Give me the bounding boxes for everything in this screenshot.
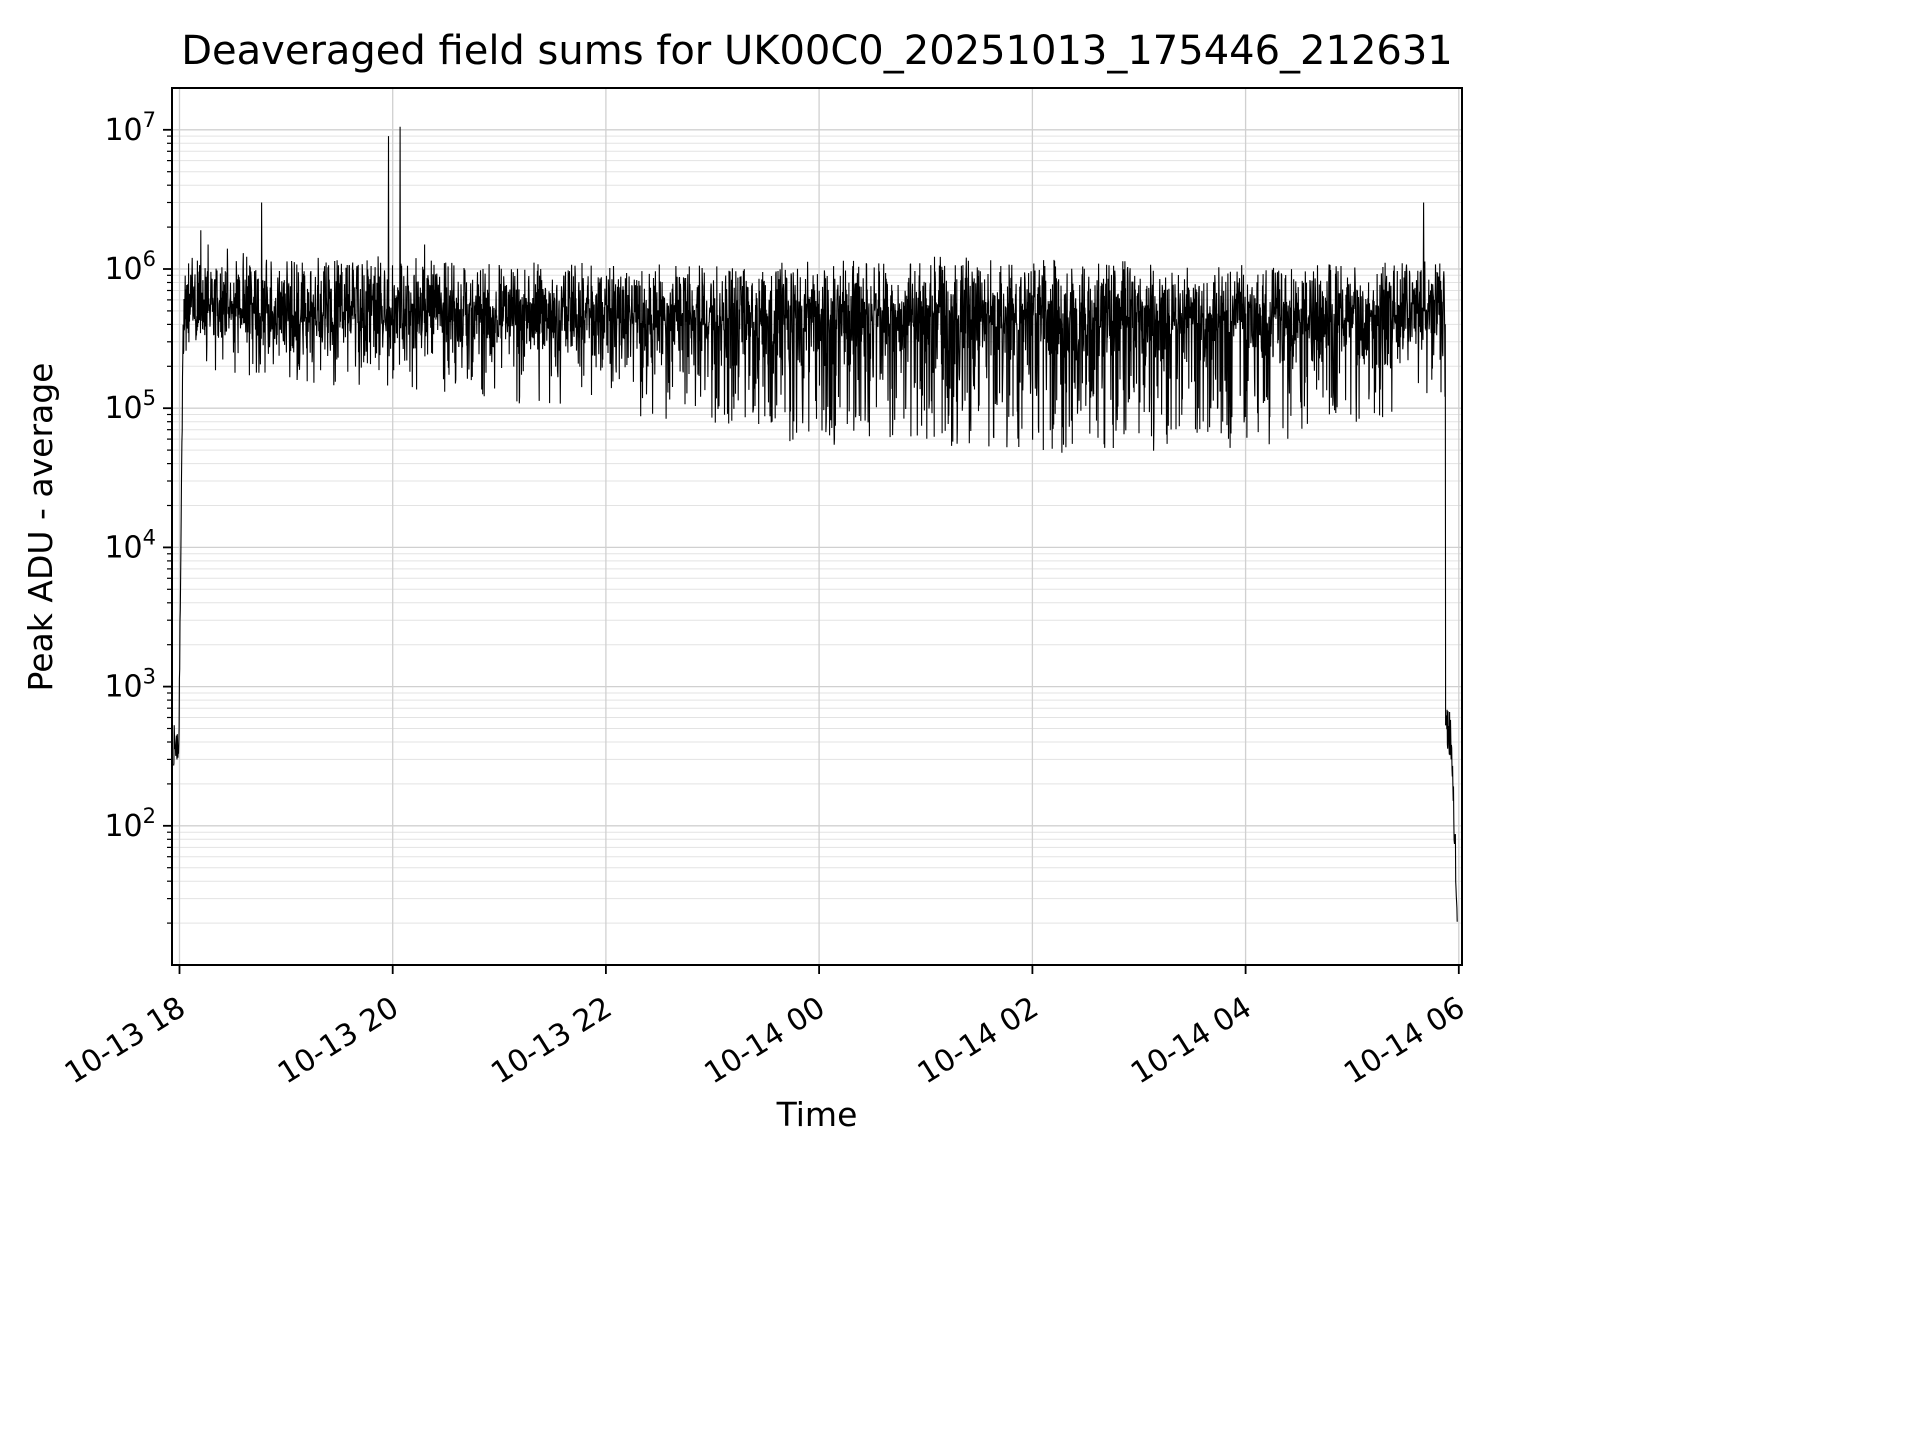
y-tick-label: 103 — [104, 665, 156, 705]
x-tick-label: 10-14 00 — [698, 990, 831, 1091]
chart-title: Deaveraged field sums for UK00C0_2025101… — [181, 28, 1452, 74]
y-axis-label: Peak ADU - average — [21, 363, 60, 692]
y-tick-label: 104 — [104, 525, 156, 565]
series-layer — [173, 126, 1458, 922]
y-tick-label: 105 — [104, 386, 156, 426]
series-line — [173, 126, 1458, 922]
tick-labels: 10-13 18 10-13 20 10-13 22 10-14 00 10-14 02… — [59, 108, 1471, 1091]
x-tick-label: 10-13 22 — [485, 990, 618, 1091]
axis-ticks — [163, 128, 1460, 974]
y-tick-label: 102 — [104, 804, 156, 844]
x-tick-label: 10-13 20 — [272, 990, 405, 1091]
x-axis-label: Time — [776, 1095, 858, 1134]
axes-spines — [171, 87, 1463, 966]
plot-border — [171, 87, 1463, 966]
x-tick-label: 10-13 18 — [59, 990, 192, 1091]
x-tick-label: 10-14 02 — [912, 990, 1045, 1091]
gridlines — [172, 88, 1462, 965]
y-tick-label: 106 — [104, 247, 156, 287]
y-tick-label: 107 — [104, 108, 156, 148]
x-tick-label: 10-14 04 — [1125, 990, 1258, 1091]
x-tick-label: 10-14 06 — [1338, 990, 1471, 1091]
